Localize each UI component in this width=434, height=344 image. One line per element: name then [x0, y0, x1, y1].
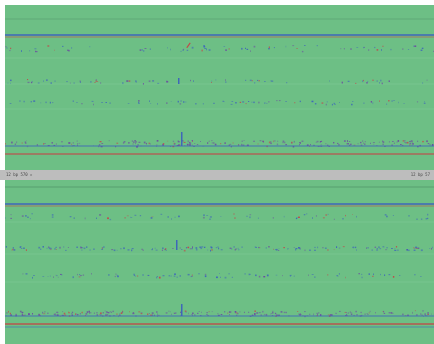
- coordinate-label-right: 12 bp 57: [410, 172, 430, 177]
- track-panel-top[interactable]: [5, 5, 434, 170]
- read-track: [9, 100, 426, 106]
- read-track: [5, 246, 433, 252]
- track-panel-bottom[interactable]: [5, 180, 434, 344]
- coverage-spike: [178, 78, 180, 84]
- track-canvas-top: [5, 18, 434, 155]
- variant-marker: [186, 42, 191, 49]
- read-track: [22, 273, 422, 279]
- coverage-spike: [176, 240, 178, 250]
- coverage-spike: [181, 132, 183, 146]
- read-track: [7, 79, 428, 85]
- track-canvas-bottom: [5, 186, 434, 328]
- coverage-spike: [181, 304, 183, 316]
- panel-divider-bar[interactable]: 12 bp 570 ▸ 12 bp 57: [0, 170, 434, 180]
- read-track: [5, 140, 434, 148]
- coordinate-label-left: 12 bp 570 ▸: [6, 172, 33, 177]
- read-track: [5, 213, 429, 221]
- read-track: [5, 45, 434, 53]
